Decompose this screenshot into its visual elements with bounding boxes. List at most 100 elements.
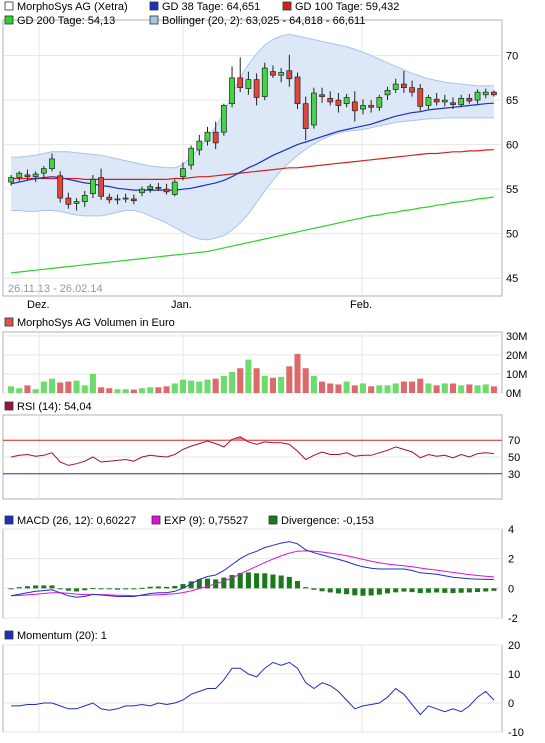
candle-body-15 bbox=[130, 198, 137, 202]
macd-divergence-bar-53 bbox=[442, 588, 448, 593]
macd-divergence-bar-47 bbox=[393, 588, 399, 593]
macd-divergence-bar-41 bbox=[344, 588, 350, 595]
price-y-tick-2: 55 bbox=[506, 184, 518, 196]
volume-bar-4 bbox=[40, 381, 47, 393]
macd-divergence-bar-31 bbox=[262, 573, 268, 589]
candle-body-17 bbox=[147, 186, 154, 190]
volume-bar-22 bbox=[188, 380, 195, 393]
rsi-line bbox=[10, 436, 494, 466]
macd-legend-swatch-0 bbox=[4, 515, 14, 525]
macd-divergence-bar-42 bbox=[352, 588, 358, 596]
price-y-tick-0: 45 bbox=[506, 273, 518, 285]
candle-body-46 bbox=[384, 89, 391, 96]
gd200-line bbox=[11, 196, 494, 274]
macd-legend-swatch-1 bbox=[151, 515, 161, 525]
volume-bar-6 bbox=[57, 382, 64, 393]
price-x-tick-1: Jan. bbox=[171, 299, 192, 311]
candle-body-42 bbox=[351, 101, 358, 112]
volume-bar-5 bbox=[48, 378, 56, 393]
macd-divergence-bar-13 bbox=[114, 588, 121, 590]
macd-divergence-bar-54 bbox=[450, 588, 456, 594]
candle-body-30 bbox=[253, 79, 260, 98]
macd-divergence-bar-39 bbox=[327, 588, 333, 593]
volume-bar-37 bbox=[310, 375, 317, 393]
volume-bar-14 bbox=[122, 389, 129, 393]
candle-body-27 bbox=[229, 77, 235, 105]
price-legend-row1-label-1: GD 38 Tage: 64,651 bbox=[162, 1, 260, 13]
bollinger-upper-line bbox=[11, 33, 494, 169]
macd-divergence-bar-5 bbox=[49, 585, 55, 589]
candle-body-49 bbox=[409, 87, 415, 93]
volume-bar-16 bbox=[138, 388, 146, 393]
rsi-y-tick-70: 70 bbox=[508, 435, 520, 447]
macd-divergence-bar-16 bbox=[139, 587, 145, 589]
volume-bar-23 bbox=[196, 381, 203, 393]
volume-bar-15 bbox=[130, 389, 137, 393]
candle-body-11 bbox=[98, 177, 104, 197]
macd-divergence-bar-37 bbox=[311, 588, 317, 590]
volume-bar-53 bbox=[441, 383, 448, 393]
volume-bar-17 bbox=[147, 387, 154, 393]
candle-body-9 bbox=[81, 195, 88, 202]
volume-bar-48 bbox=[400, 381, 407, 393]
volume-bar-19 bbox=[163, 386, 170, 393]
candle-body-19 bbox=[163, 188, 170, 193]
macd-y-tick-3: -2 bbox=[508, 613, 518, 625]
candle-body-3 bbox=[32, 173, 39, 178]
volume-bar-55 bbox=[458, 385, 465, 393]
price-y-tick-3: 60 bbox=[506, 140, 518, 152]
candle-body-28 bbox=[237, 77, 244, 89]
volume-y-tick-3: 0M bbox=[506, 388, 521, 400]
candle-body-53 bbox=[441, 99, 448, 103]
price-legend-row1-label-0: MorphoSys AG (Xetra) bbox=[17, 1, 128, 13]
price-date-range: 26.11.13 - 26.02.14 bbox=[8, 283, 103, 295]
rsi-legend-swatch bbox=[4, 401, 14, 411]
candle-body-14 bbox=[122, 197, 129, 200]
macd-divergence-bar-1 bbox=[16, 587, 22, 589]
candle-body-8 bbox=[73, 201, 80, 204]
volume-bar-50 bbox=[417, 378, 424, 393]
candle-body-40 bbox=[335, 99, 342, 106]
macd-divergence-bar-2 bbox=[24, 586, 30, 589]
volume-bar-42 bbox=[351, 385, 358, 393]
macd-divergence-bar-50 bbox=[417, 588, 423, 594]
volume-bar-49 bbox=[409, 381, 416, 393]
candle-body-45 bbox=[376, 97, 383, 108]
momentum-panel bbox=[2, 644, 503, 733]
candle-body-16 bbox=[139, 188, 145, 194]
volume-bar-20 bbox=[171, 383, 178, 393]
volume-bar-1 bbox=[16, 388, 23, 393]
macd-divergence-bar-9 bbox=[82, 588, 88, 591]
candle-body-24 bbox=[204, 131, 211, 142]
volume-bar-41 bbox=[343, 381, 350, 393]
candle-body-7 bbox=[65, 197, 72, 205]
momentum-legend-swatch bbox=[4, 630, 14, 640]
candle-body-54 bbox=[450, 102, 456, 105]
candle-body-21 bbox=[180, 168, 186, 178]
macd-divergence-bar-46 bbox=[384, 588, 391, 594]
candle-body-50 bbox=[417, 88, 424, 107]
macd-divergence-bar-34 bbox=[286, 576, 292, 589]
macd-divergence-bar-4 bbox=[41, 585, 47, 589]
volume-bar-38 bbox=[319, 381, 326, 393]
macd-divergence-bar-0 bbox=[8, 588, 14, 590]
price-legend-row1-swatch-0 bbox=[4, 1, 14, 11]
macd-divergence-bar-24 bbox=[204, 578, 211, 589]
price-legend-row2-swatch-0 bbox=[4, 15, 14, 25]
candle-body-43 bbox=[360, 105, 366, 110]
price-legend-row1-swatch-1 bbox=[149, 1, 159, 11]
candle-body-2 bbox=[24, 174, 31, 178]
macd-legend-label-2: Divergence: -0,153 bbox=[281, 515, 374, 527]
macd-y-tick-0: 4 bbox=[508, 524, 514, 536]
macd-divergence-bar-32 bbox=[270, 574, 276, 589]
momentum-y-tick-0: 20 bbox=[508, 640, 520, 652]
momentum-legend-label: Momentum (20): 1 bbox=[17, 630, 107, 642]
macd-divergence-bar-58 bbox=[483, 588, 489, 592]
macd-divergence-bar-18 bbox=[155, 586, 161, 589]
volume-bar-25 bbox=[212, 378, 219, 393]
price-x-tick-0: Dez. bbox=[27, 299, 50, 311]
momentum-y-tick-1: 10 bbox=[508, 669, 520, 681]
volume-bar-27 bbox=[229, 372, 236, 393]
volume-bar-31 bbox=[261, 375, 268, 393]
